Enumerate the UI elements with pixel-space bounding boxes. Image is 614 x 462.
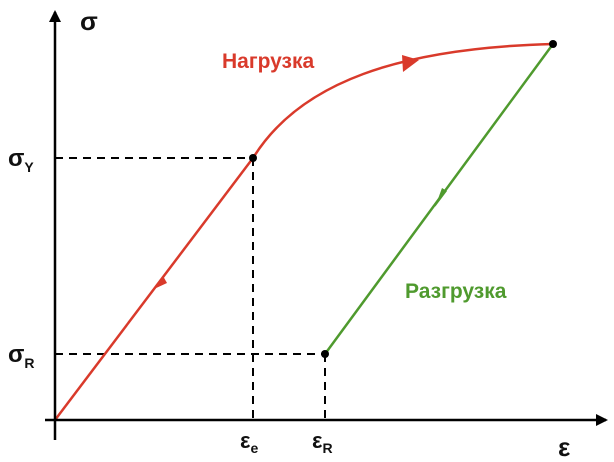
axes xyxy=(45,10,608,440)
unloading-label: Разгрузка xyxy=(405,280,507,303)
key-points xyxy=(249,40,557,358)
sigma-r-subscript: R xyxy=(24,355,34,371)
eps-e-subscript: e xyxy=(250,440,258,456)
eps-r-subscript: R xyxy=(322,440,332,456)
eps-e-symbol: ε xyxy=(240,428,251,453)
residual-point xyxy=(321,350,329,358)
max-point xyxy=(549,40,557,48)
loading-direction-arrow-upper xyxy=(402,55,419,72)
loading-plastic-segment xyxy=(251,42,554,159)
x-axis-label: ε xyxy=(558,432,570,462)
eps-e-tick-label: εe xyxy=(240,428,258,456)
sigma-y-tick-label: σY xyxy=(8,145,34,175)
eps-r-tick-label: εR xyxy=(312,428,333,456)
unloading-direction-arrow xyxy=(435,188,447,207)
guide-lines xyxy=(55,157,326,420)
sigma-y-subscript: Y xyxy=(24,159,34,175)
sigma-r-symbol: σ xyxy=(8,341,24,368)
eps-r-symbol: ε xyxy=(312,428,323,453)
loading-label: Нагрузка xyxy=(222,50,314,73)
sigma-y-symbol: σ xyxy=(8,145,24,172)
y-axis-label: σ xyxy=(80,6,98,36)
sigma-r-tick-label: σR xyxy=(8,341,35,371)
unloading-curve xyxy=(323,43,555,355)
loading-direction-arrow-lower xyxy=(154,276,167,289)
yield-point xyxy=(249,154,257,162)
loading-curve xyxy=(54,42,554,421)
